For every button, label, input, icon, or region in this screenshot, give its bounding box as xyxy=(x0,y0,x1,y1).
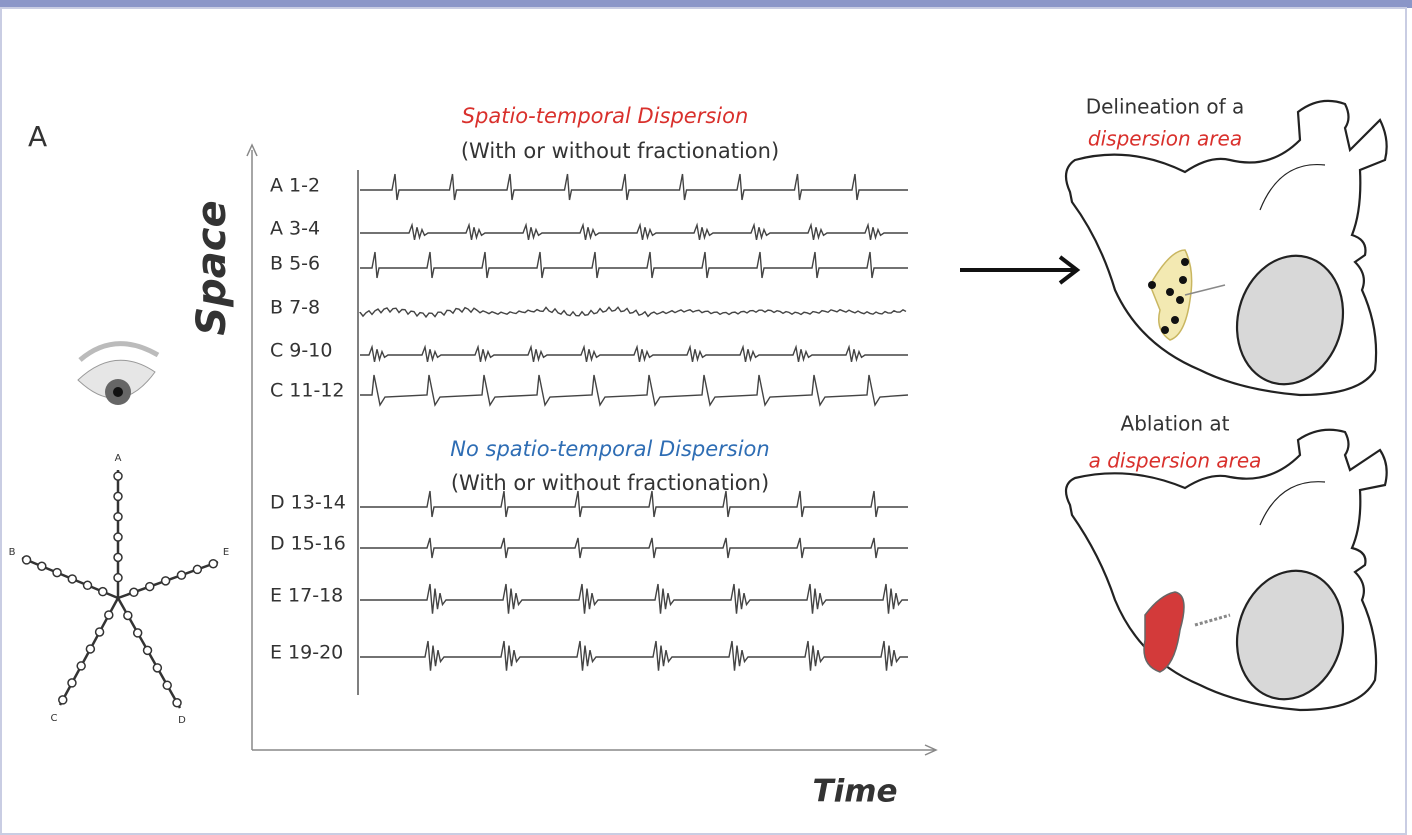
electrode xyxy=(98,586,108,597)
caption-highlight: dispersion area xyxy=(1088,127,1242,151)
electrode xyxy=(82,580,93,591)
traces: A 1-2 A 3-4 B 5-6 B 7-8 C 9-10 C 11-12 D 13-14… xyxy=(270,173,909,671)
electrode xyxy=(160,576,171,586)
electrode xyxy=(123,610,133,621)
trace xyxy=(360,537,908,559)
frame xyxy=(0,7,1407,835)
electrode xyxy=(113,471,123,481)
channel-label: C 9-10 xyxy=(270,340,332,362)
group-title: Spatio-temporal Dispersion xyxy=(462,104,749,128)
trace xyxy=(360,222,908,241)
panel-label: A xyxy=(28,120,47,153)
channel-label: B 5-6 xyxy=(270,253,320,275)
electrode xyxy=(172,698,182,708)
electrode xyxy=(113,511,123,522)
arm-label: C xyxy=(51,713,58,724)
electrode xyxy=(113,532,123,542)
electrode xyxy=(152,663,163,673)
electrode xyxy=(162,680,172,691)
channel-label: D 13-14 xyxy=(270,492,346,514)
group-subtitle: (With or without fractionation) xyxy=(461,139,779,163)
electrode xyxy=(132,628,143,638)
channel-label: E 19-20 xyxy=(270,642,343,664)
electrode xyxy=(52,567,62,578)
x-axis-label: Time xyxy=(812,774,897,810)
trace xyxy=(360,374,909,407)
electrode xyxy=(176,570,187,580)
caption: Ablation at xyxy=(1121,412,1230,436)
axes xyxy=(246,143,938,756)
group-title: No spatio-temporal Dispersion xyxy=(450,437,769,461)
arm-label: D xyxy=(178,715,186,726)
trace xyxy=(360,251,908,279)
trace xyxy=(360,583,908,614)
heart-bottom xyxy=(1064,428,1388,712)
trace xyxy=(360,640,908,671)
channel-label: A 3-4 xyxy=(270,218,320,240)
channel-label: A 1-2 xyxy=(270,175,320,197)
group-subtitle: (With or without fractionation) xyxy=(451,471,769,495)
electrode xyxy=(67,678,77,688)
electrode xyxy=(113,572,123,583)
electrode xyxy=(104,610,114,620)
channel-label: C 11-12 xyxy=(270,380,345,402)
electrode xyxy=(58,695,68,705)
heart-top xyxy=(1064,99,1388,397)
electrode xyxy=(85,644,96,654)
electrode xyxy=(21,555,32,565)
arrow xyxy=(960,255,1081,285)
electrode xyxy=(192,564,203,575)
trace xyxy=(360,344,908,363)
y-axis-label: Space xyxy=(189,200,235,335)
eye-icon xyxy=(77,341,160,405)
caption-highlight: a dispersion area xyxy=(1089,449,1262,473)
channel-label: B 7-8 xyxy=(270,297,320,319)
channel-label: E 17-18 xyxy=(270,585,343,607)
arm-label: A xyxy=(115,453,122,464)
catheter: A B C D E xyxy=(9,453,230,726)
electrode xyxy=(76,661,86,671)
channel-label: D 15-16 xyxy=(270,533,346,555)
electrode xyxy=(67,574,78,584)
electrode xyxy=(129,587,139,598)
electrode xyxy=(37,561,47,572)
trace xyxy=(360,490,908,518)
electrode xyxy=(144,581,155,592)
arm-label: B xyxy=(9,547,16,558)
electrode xyxy=(208,558,218,569)
top-bar xyxy=(0,0,1412,8)
electrode xyxy=(94,627,105,637)
arm-label: E xyxy=(223,547,229,558)
electrode xyxy=(142,645,153,656)
caption: Delineation of a xyxy=(1086,95,1245,119)
electrode xyxy=(113,552,123,563)
trace xyxy=(359,306,907,319)
electrode xyxy=(113,491,123,502)
trace xyxy=(360,173,908,201)
